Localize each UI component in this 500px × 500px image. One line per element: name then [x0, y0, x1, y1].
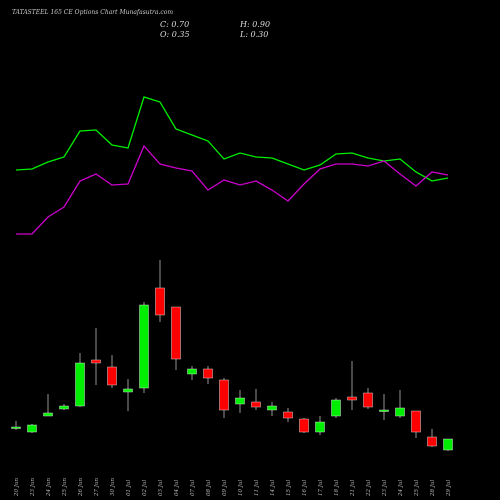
- x-tick-label: 25 Jun: [62, 478, 68, 497]
- candle-body: [427, 436, 437, 447]
- x-tick-label: 18 Jul: [334, 480, 340, 496]
- x-tick-label: 30 Jun: [110, 478, 116, 496]
- candle-body: [107, 366, 117, 386]
- candle-body: [331, 399, 341, 417]
- candle-body: [11, 426, 21, 429]
- candle-body: [139, 304, 149, 389]
- x-tick-label: 28 Jul: [430, 480, 436, 497]
- candle-body: [171, 306, 181, 360]
- x-tick-label: 25 Jul: [414, 480, 420, 497]
- x-tick-label: 24 Jul: [398, 480, 404, 497]
- candle-body: [379, 409, 389, 412]
- x-tick-label: 26 Jun: [78, 478, 84, 497]
- high-label: H: 0.90: [239, 20, 270, 29]
- x-tick-label: 10 Jul: [238, 480, 244, 496]
- candle-body: [155, 287, 165, 316]
- close-label: C: 0.70: [160, 20, 189, 29]
- x-tick-label: 17 Jul: [318, 480, 324, 496]
- x-tick-label: 16 Jul: [302, 480, 308, 496]
- x-tick-label: 24 Jun: [46, 478, 52, 497]
- x-tick-label: 20 Jun: [14, 478, 20, 497]
- x-tick-label: 04 Jul: [174, 480, 180, 496]
- candle-body: [251, 401, 261, 408]
- x-tick-label: 02 Jul: [142, 480, 148, 496]
- candle-body: [43, 412, 53, 417]
- x-tick-label: 14 Jul: [270, 480, 276, 496]
- candle-body: [411, 410, 421, 433]
- candle-body: [75, 362, 85, 407]
- candle-body: [299, 418, 309, 433]
- x-tick-label: 07 Jul: [190, 480, 196, 496]
- candle-body: [267, 405, 277, 411]
- x-tick-label: 09 Jul: [222, 480, 228, 496]
- x-tick-label: 23 Jul: [382, 480, 388, 497]
- low-label: L: 0.30: [239, 30, 268, 39]
- candle-body: [235, 397, 245, 405]
- candle-body: [187, 368, 197, 375]
- candle-body: [203, 368, 213, 379]
- candle-body: [123, 388, 133, 393]
- candle-body: [363, 392, 373, 408]
- x-tick-label: 23 Jun: [30, 478, 36, 497]
- x-tick-label: 08 Jul: [206, 480, 212, 496]
- candle-body: [59, 405, 69, 410]
- x-tick-label: 27 Jun: [94, 478, 100, 497]
- open-label: O: 0.35: [160, 30, 190, 39]
- x-tick-label: 03 Jul: [158, 480, 164, 496]
- x-tick-label: 11 Jul: [254, 480, 260, 496]
- candle-body: [283, 411, 293, 419]
- candle-body: [395, 407, 405, 417]
- x-tick-label: 22 Jul: [366, 480, 372, 497]
- indicator-line: [15, 96, 449, 182]
- candle-body: [91, 359, 101, 364]
- x-tick-label: 29 Jul: [446, 480, 452, 497]
- candle-body: [443, 438, 453, 451]
- candle-body: [347, 396, 357, 401]
- x-tick-label: 01 Jul: [126, 480, 132, 496]
- chart-title: TATASTEEL 165 CE Options Chart Munafasut…: [12, 9, 173, 16]
- candle-body: [219, 379, 229, 411]
- candle-body: [315, 421, 325, 433]
- indicator-line: [16, 144, 449, 235]
- candle-body: [27, 424, 37, 433]
- x-tick-label: 21 Jul: [350, 480, 356, 497]
- x-tick-label: 15 Jul: [286, 480, 292, 496]
